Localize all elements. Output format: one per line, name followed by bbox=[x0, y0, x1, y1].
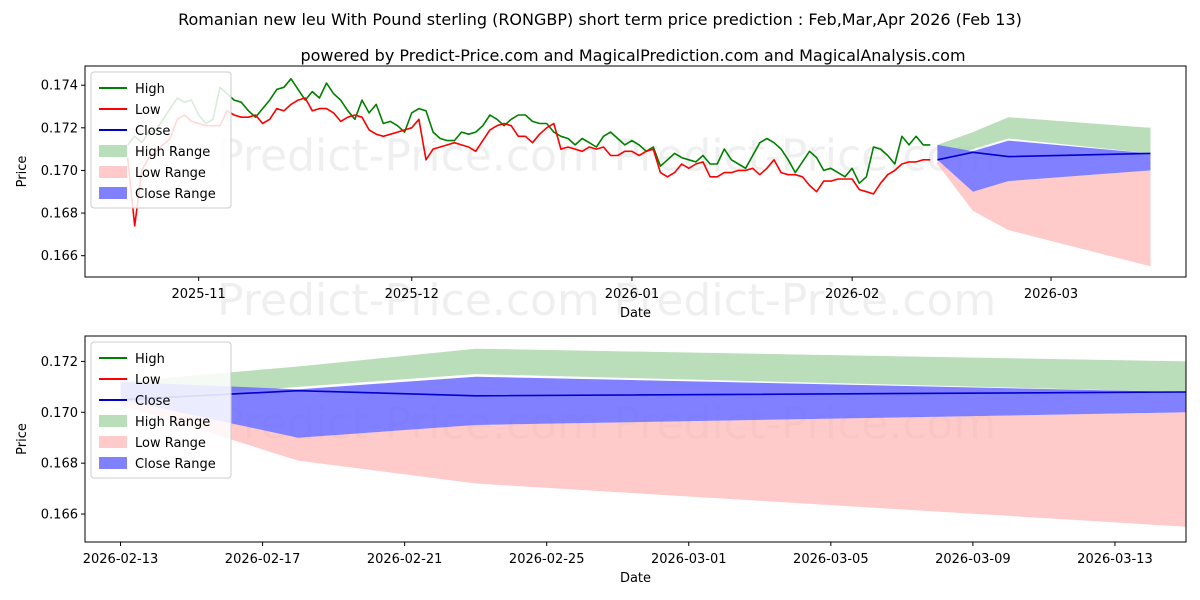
y-tick-label: 0.168 bbox=[41, 207, 78, 222]
high-range-band bbox=[120, 348, 1186, 400]
legend-label: Low bbox=[135, 373, 161, 388]
low-series-line bbox=[126, 97, 931, 227]
x-tick-label: 2026-02-21 bbox=[367, 552, 443, 567]
x-tick-label: 2026-02 bbox=[825, 287, 879, 302]
x-tick-label: 2026-03-01 bbox=[651, 552, 727, 567]
y-axis-label: Price bbox=[15, 156, 30, 188]
x-tick-label: 2026-02-13 bbox=[83, 552, 159, 567]
y-axis-label: Price bbox=[15, 423, 30, 455]
y-tick-label: 0.166 bbox=[41, 249, 78, 264]
watermark-text: Predict-Price.com bbox=[613, 275, 996, 326]
legend-label: High Range bbox=[135, 415, 210, 430]
watermark-text: Predict-Price.com bbox=[217, 275, 600, 326]
plot-area bbox=[126, 78, 1151, 267]
watermark-text: Predict-Price.com bbox=[613, 131, 996, 182]
legend-swatch-close-range bbox=[99, 457, 127, 469]
legend-label: Close Range bbox=[135, 187, 216, 202]
x-tick-label: 2026-03-13 bbox=[1077, 552, 1153, 567]
watermark-text: Predict-Price.com bbox=[217, 131, 600, 182]
x-tick-label: 2026-01 bbox=[605, 287, 659, 302]
y-tick-label: 0.174 bbox=[41, 79, 78, 94]
y-tick-label: 0.172 bbox=[41, 121, 78, 136]
legend-label: Low Range bbox=[135, 166, 206, 181]
legend-label: High bbox=[135, 352, 165, 367]
top-panel: Predict-Price.com Predict-Price.com Predic… bbox=[15, 65, 1187, 326]
x-axis-label: Date bbox=[620, 571, 651, 586]
legend-swatch-high-range bbox=[99, 145, 127, 157]
x-tick-label: 2026-02-17 bbox=[225, 552, 301, 567]
x-tick-label: 2026-03-09 bbox=[935, 552, 1011, 567]
low-range-band bbox=[937, 159, 1151, 267]
legend-label: Low bbox=[135, 103, 161, 118]
close-range-band bbox=[120, 376, 1186, 438]
x-tick-label: 2025-12 bbox=[385, 287, 439, 302]
y-tick-label: 0.170 bbox=[41, 406, 78, 421]
y-tick-label: 0.166 bbox=[41, 508, 78, 523]
x-tick-label: 2025-11 bbox=[171, 287, 225, 302]
bottom-panel: Predict-Price.comPredict-Price.com0.1660… bbox=[15, 335, 1187, 586]
x-tick-label: 2026-03-05 bbox=[793, 552, 869, 567]
legend-label: Close bbox=[135, 124, 170, 139]
plot-area bbox=[120, 348, 1186, 527]
legend-label: Close bbox=[135, 394, 170, 409]
close-series-line bbox=[937, 151, 1151, 161]
legend-swatch-low-range bbox=[99, 436, 127, 448]
x-tick-label: 2026-03 bbox=[1024, 287, 1078, 302]
y-tick-label: 0.170 bbox=[41, 164, 78, 179]
legend-label: High bbox=[135, 82, 165, 97]
legend-swatch-close-range bbox=[99, 187, 127, 199]
chart-subtitle: powered by Predict-Price.com and Magical… bbox=[300, 46, 965, 65]
close-range-band bbox=[937, 140, 1151, 192]
high-range-band bbox=[937, 117, 1151, 160]
x-axis-label: Date bbox=[620, 306, 651, 321]
legend-swatch-high-range bbox=[99, 415, 127, 427]
x-tick-label: 2026-02-25 bbox=[509, 552, 585, 567]
high-series-line bbox=[126, 78, 931, 184]
y-tick-label: 0.172 bbox=[41, 355, 78, 370]
axes-frame bbox=[84, 65, 1187, 278]
low-range-band bbox=[120, 399, 1186, 527]
legend-label: High Range bbox=[135, 145, 210, 160]
legend-label: Close Range bbox=[135, 457, 216, 472]
y-tick-label: 0.168 bbox=[41, 457, 78, 472]
axes-frame bbox=[84, 335, 1187, 543]
legend-label: Low Range bbox=[135, 436, 206, 451]
legend-swatch-low-range bbox=[99, 166, 127, 178]
chart-title: Romanian new leu With Pound sterling (RO… bbox=[178, 10, 1022, 29]
